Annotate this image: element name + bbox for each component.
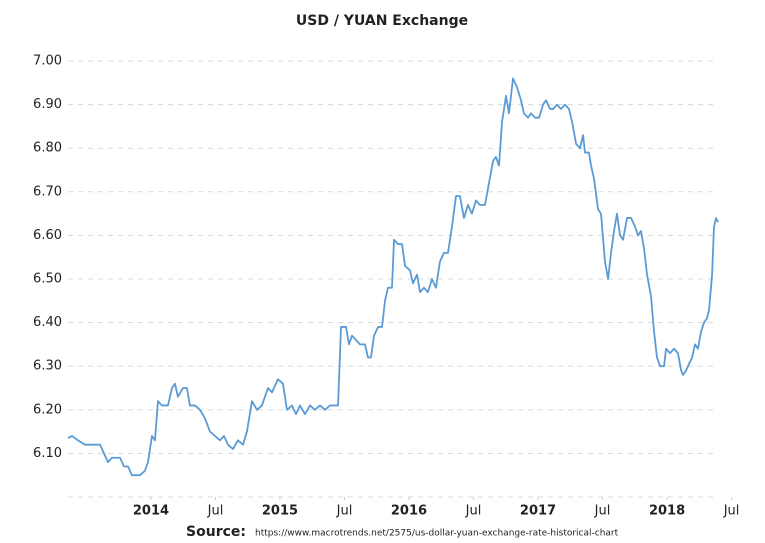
y-tick-label: 6.60 — [33, 228, 62, 243]
y-tick-label: 6.20 — [33, 402, 62, 417]
x-tick-label: 2017 — [520, 504, 556, 519]
x-tick-label: 2016 — [391, 504, 427, 519]
source-url: https://www.macrotrends.net/2575/us-doll… — [255, 529, 619, 539]
y-tick-label: 6.70 — [33, 184, 62, 199]
source-label: Source: — [186, 524, 246, 540]
x-tick-label: Jul — [207, 504, 224, 519]
x-tick-label: 2015 — [262, 504, 298, 519]
y-tick-label: 7.00 — [33, 54, 62, 69]
x-tick-label: Jul — [336, 504, 353, 519]
y-tick-label: 6.10 — [33, 446, 62, 461]
x-tick-label: Jul — [465, 504, 482, 519]
x-tick-label: Jul — [594, 504, 611, 519]
chart-title: USD / YUAN Exchange — [296, 13, 468, 29]
data-line — [67, 77, 719, 477]
x-tick-label: 2014 — [133, 504, 169, 519]
x-tick-label: Jul — [723, 504, 740, 519]
y-tick-label: 6.50 — [33, 272, 62, 287]
y-tick-label: 6.40 — [33, 315, 62, 330]
x-tick-label: 2018 — [649, 504, 685, 519]
y-tick-label: 6.30 — [33, 359, 62, 374]
y-tick-label: 6.90 — [33, 97, 62, 112]
y-tick-label: 6.80 — [33, 141, 62, 156]
